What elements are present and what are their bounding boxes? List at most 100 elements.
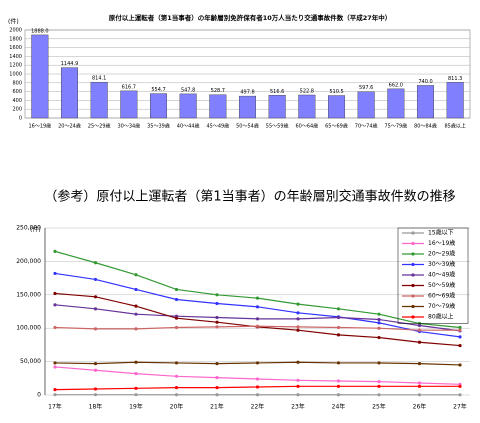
value-label: 1144.9 bbox=[61, 61, 79, 67]
legend-marker bbox=[411, 284, 414, 287]
y-tick-label: 0 bbox=[37, 392, 41, 399]
point bbox=[215, 302, 218, 305]
point bbox=[53, 250, 56, 253]
value-label: 597.6 bbox=[359, 85, 373, 91]
point bbox=[377, 313, 380, 316]
point bbox=[296, 393, 299, 396]
bar bbox=[121, 91, 138, 118]
point bbox=[53, 365, 56, 368]
x-tick-label: 23年 bbox=[291, 403, 305, 411]
value-label: 1888.0 bbox=[31, 28, 49, 34]
x-tick-label: 75～79歳 bbox=[384, 123, 407, 130]
y-tick-label: 100,000 bbox=[16, 325, 41, 332]
legend-label: 15歳以下 bbox=[428, 229, 454, 237]
legend-marker bbox=[411, 294, 414, 297]
value-label: 547.8 bbox=[181, 87, 195, 93]
point bbox=[377, 327, 380, 330]
point bbox=[418, 341, 421, 344]
series-line bbox=[55, 251, 460, 327]
point bbox=[377, 385, 380, 388]
bar bbox=[299, 95, 316, 118]
legend-marker bbox=[411, 263, 414, 266]
legend-marker bbox=[411, 315, 414, 318]
value-label: 814.1 bbox=[92, 76, 106, 82]
value-label: 516.6 bbox=[270, 89, 284, 95]
x-tick-label: 27年 bbox=[453, 403, 467, 411]
point bbox=[296, 361, 299, 364]
point bbox=[458, 335, 461, 338]
chart-title: 原付以上運転者（第1当事者）の年齢層別免許保有者10万人当たり交通事故件数（平成… bbox=[109, 13, 392, 22]
bar bbox=[91, 82, 108, 118]
point bbox=[215, 316, 218, 319]
point bbox=[337, 326, 340, 329]
x-tick-label: 18年 bbox=[89, 403, 103, 411]
point bbox=[175, 298, 178, 301]
legend-label: 20～29歳 bbox=[428, 250, 455, 258]
y-tick-label: 150,000 bbox=[16, 291, 41, 298]
point bbox=[94, 362, 97, 365]
value-label: 662.0 bbox=[389, 82, 403, 88]
point bbox=[337, 333, 340, 336]
point bbox=[296, 329, 299, 332]
y-unit: (件) bbox=[8, 18, 19, 26]
y-tick-label: 250,000 bbox=[16, 225, 41, 232]
x-tick-label: 50～54歳 bbox=[236, 123, 259, 130]
point bbox=[53, 292, 56, 295]
y-tick-label: 1800 bbox=[9, 36, 22, 42]
point bbox=[337, 393, 340, 396]
point bbox=[94, 327, 97, 330]
point bbox=[418, 329, 421, 332]
bar bbox=[180, 94, 197, 118]
point bbox=[175, 375, 178, 378]
point bbox=[458, 344, 461, 347]
point bbox=[53, 361, 56, 364]
point bbox=[134, 313, 137, 316]
point bbox=[215, 362, 218, 365]
point bbox=[175, 393, 178, 396]
point bbox=[94, 307, 97, 310]
point bbox=[53, 326, 56, 329]
legend-marker bbox=[411, 305, 414, 308]
point bbox=[134, 305, 137, 308]
point bbox=[337, 316, 340, 319]
point bbox=[337, 361, 340, 364]
y-tick-label: 1200 bbox=[9, 63, 22, 69]
x-tick-label: 20～24歳 bbox=[58, 123, 81, 130]
point bbox=[377, 336, 380, 339]
value-label: 497.8 bbox=[240, 90, 254, 96]
x-tick-label: 80～84歳 bbox=[414, 123, 437, 130]
point bbox=[256, 297, 259, 300]
bar bbox=[269, 95, 286, 118]
y-tick-label: 800 bbox=[12, 80, 22, 86]
point bbox=[53, 303, 56, 306]
point bbox=[215, 293, 218, 296]
point bbox=[418, 362, 421, 365]
point bbox=[175, 326, 178, 329]
y-tick-label: 600 bbox=[12, 89, 22, 95]
point bbox=[134, 273, 137, 276]
value-label: 616.7 bbox=[122, 84, 136, 90]
value-label: 554.7 bbox=[151, 87, 165, 93]
x-tick-label: 26年 bbox=[413, 403, 427, 411]
point bbox=[94, 369, 97, 372]
point bbox=[256, 393, 259, 396]
point bbox=[418, 324, 421, 327]
legend-label: 50～59歳 bbox=[428, 281, 455, 289]
point bbox=[256, 325, 259, 328]
value-label: 811.3 bbox=[448, 76, 462, 82]
y-tick-label: 1400 bbox=[9, 54, 22, 60]
x-tick-label: 16～19歳 bbox=[28, 123, 51, 130]
legend-marker bbox=[411, 273, 414, 276]
point bbox=[134, 372, 137, 375]
legend-label: 60～69歳 bbox=[428, 292, 455, 300]
y-tick-label: 200 bbox=[12, 107, 22, 113]
point bbox=[94, 393, 97, 396]
legend-label: 30～39歳 bbox=[428, 260, 455, 268]
bar bbox=[447, 82, 464, 118]
point bbox=[94, 278, 97, 281]
bar bbox=[150, 94, 167, 118]
bar bbox=[239, 96, 256, 118]
point bbox=[215, 321, 218, 324]
x-tick-label: 22年 bbox=[251, 403, 265, 411]
point bbox=[94, 261, 97, 264]
